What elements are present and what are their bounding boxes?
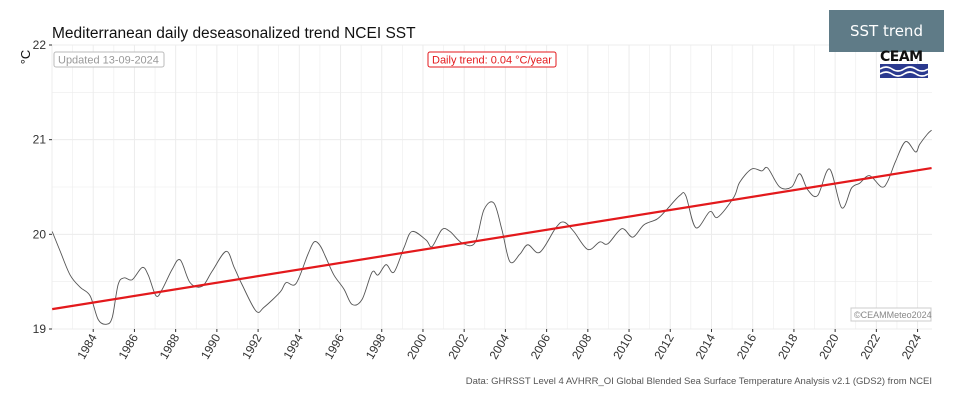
- x-tick-label: 1994: [280, 331, 306, 361]
- wave-logo-icon: [879, 64, 929, 78]
- x-tick-label: 1986: [116, 331, 142, 361]
- x-tick-label: 2010: [610, 331, 636, 361]
- sst-series-line: [51, 129, 932, 325]
- chart-title: Mediterranean daily deseasonalized trend…: [52, 25, 416, 42]
- y-axis-label: °C: [18, 50, 33, 65]
- x-tick-label: 2016: [734, 331, 760, 361]
- svg-text:Daily trend: 0.04 °C/year: Daily trend: 0.04 °C/year: [432, 55, 552, 67]
- x-tick-label: 1998: [363, 331, 389, 361]
- x-tick-label: 1984: [74, 331, 100, 361]
- x-tick-label: 2018: [775, 331, 801, 361]
- x-tick-label: 1990: [198, 331, 224, 361]
- ceam-logo: CEAM: [879, 49, 929, 83]
- x-tick-label: 2002: [445, 331, 471, 361]
- x-tick-label: 2006: [528, 331, 554, 361]
- x-tick-label: 2020: [816, 331, 842, 361]
- updated-label: Updated 13-09-2024: [53, 51, 165, 68]
- y-axis-ticks: 19 20 21 22: [33, 38, 52, 336]
- svg-text:©CEAMMeteo2024: ©CEAMMeteo2024: [854, 310, 932, 320]
- grid: [51, 44, 932, 330]
- x-tick-label: 1996: [322, 331, 348, 361]
- trend-line: [52, 166, 932, 311]
- y-tick-label: 20: [33, 227, 47, 241]
- x-tick-label: 1992: [239, 331, 265, 361]
- copyright-label: ©CEAMMeteo2024: [850, 307, 932, 322]
- x-tick-label: 2004: [487, 331, 513, 361]
- x-tick-label: 2024: [899, 331, 925, 361]
- y-tick-label: 22: [33, 38, 47, 52]
- x-tick-label: 2000: [404, 331, 430, 361]
- x-tick-label: 2008: [569, 331, 595, 361]
- x-tick-label: 2022: [857, 331, 883, 361]
- x-tick-label: 1988: [157, 331, 183, 361]
- y-tick-label: 21: [33, 133, 47, 147]
- logo-text: CEAM: [880, 49, 923, 65]
- x-tick-label: 2014: [693, 331, 719, 361]
- x-axis-ticks: 1984 1986 1988 1990 1992 1994 1996 1998 2000 2002…: [74, 329, 924, 362]
- y-tick-label: 19: [33, 322, 47, 336]
- svg-text:Updated 13-09-2024: Updated 13-09-2024: [58, 55, 159, 67]
- sst-trend-badge: SST trend: [829, 10, 944, 52]
- data-source-caption: Data: GHRSST Level 4 AVHRR_OI Global Ble…: [466, 376, 932, 387]
- x-tick-label: 2012: [651, 331, 677, 361]
- trend-label: Daily trend: 0.04 °C/year: [427, 51, 557, 68]
